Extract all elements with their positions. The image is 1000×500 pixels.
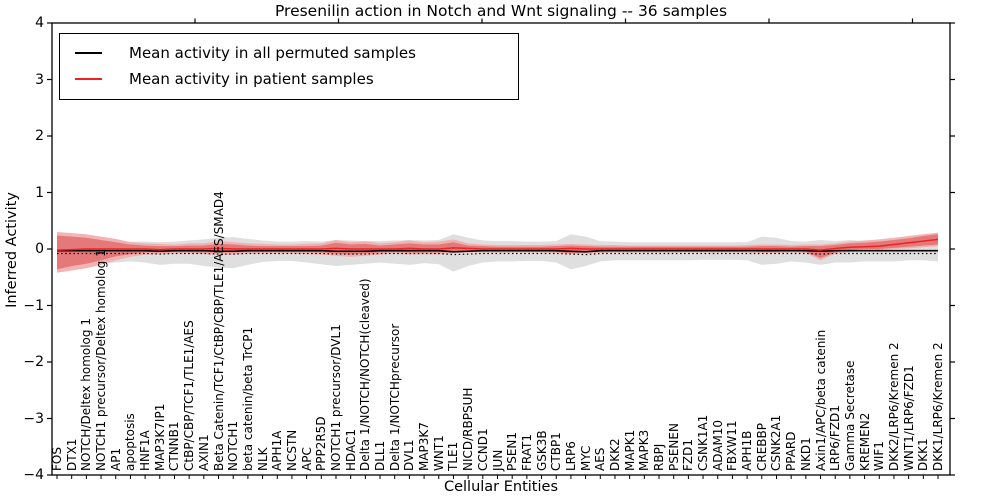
x-tick-label: DTX1 bbox=[64, 438, 79, 471]
x-tick-label: Axin1/APC/beta catenin bbox=[813, 329, 828, 471]
x-tick-label: DVL1 bbox=[402, 439, 417, 471]
x-axis-label: Cellular Entities bbox=[443, 479, 559, 495]
x-tick-label: NOTCH1 precursor/DVL1 bbox=[328, 324, 343, 471]
x-tick-label: DKK1/LRP6/Kremen 2 bbox=[931, 342, 945, 471]
x-tick-label: DKK2 bbox=[607, 438, 622, 471]
x-tick-label: PPP2R5D bbox=[314, 416, 329, 471]
x-tick-label: APC bbox=[299, 447, 314, 471]
band-patient-samples-range-outer bbox=[57, 232, 938, 273]
x-tick-label: Delta 1/NOTCHprecursor bbox=[387, 323, 402, 471]
legend: Mean activity in all permuted samples Me… bbox=[59, 33, 519, 100]
x-tick-label: WIF1 bbox=[872, 441, 887, 471]
y-tick-label: −2 bbox=[23, 354, 44, 370]
x-tick-label: AP1 bbox=[108, 447, 123, 471]
x-tick-label: DKK2/LRP6/Kremen 2 bbox=[886, 342, 901, 471]
y-tick-label: 2 bbox=[35, 128, 44, 144]
x-tick-label: HNF1A bbox=[138, 430, 153, 471]
y-tick-label: 0 bbox=[35, 241, 44, 257]
patient-line-swatch bbox=[75, 78, 102, 80]
y-tick-label: −4 bbox=[23, 467, 44, 483]
x-tick-label: CSNK2A1 bbox=[769, 414, 784, 471]
x-tick-label: PSEN1 bbox=[505, 431, 520, 471]
x-tick-label: APH1A bbox=[270, 430, 285, 471]
permuted-line-swatch bbox=[75, 52, 102, 54]
x-tick-label: WNT1 bbox=[431, 435, 446, 471]
x-tick-label: KREMEN2 bbox=[857, 412, 872, 471]
x-tick-label: TLE1 bbox=[446, 441, 461, 471]
x-tick-label: ADAM10 bbox=[710, 419, 725, 471]
x-tick-label: JUN bbox=[490, 449, 505, 471]
x-tick-label: NOTCH1 bbox=[226, 420, 241, 471]
x-tick-label: MAP3K7IP1 bbox=[152, 403, 167, 471]
line-permuted-marks bbox=[57, 252, 938, 256]
x-tick-label: MAP3K7 bbox=[417, 422, 432, 471]
y-tick-label: −1 bbox=[23, 297, 44, 314]
x-tick-label: CREBBP bbox=[754, 423, 769, 471]
x-tick-label: Beta Catenin/TCF1/CtBP/CBP/TLE1/AES/SMAD… bbox=[211, 191, 226, 471]
x-tick-label: WNT1/LRP6/FZD1 bbox=[901, 365, 916, 471]
x-tick-label: LRP6/FZD1 bbox=[828, 405, 843, 471]
x-tick-label: LRP6 bbox=[563, 441, 578, 471]
x-tick-label: Delta 1/NOTCH/NOTCH(cleaved) bbox=[358, 278, 373, 471]
x-tick-label: CTNNB1 bbox=[167, 421, 182, 471]
x-tick-label: CTBP1 bbox=[549, 432, 564, 471]
x-tick-label: PSENEN bbox=[666, 423, 681, 471]
line-permuted-mean bbox=[57, 249, 938, 253]
x-tick-label: NLK bbox=[255, 447, 270, 471]
x-tick-label: NCSTN bbox=[284, 429, 299, 471]
x-tick-label: RBPJ bbox=[652, 443, 667, 471]
x-tick-label: GSK3B bbox=[534, 430, 549, 471]
x-tick-label: MAPK1 bbox=[622, 429, 637, 471]
legend-label-patient: Mean activity in patient samples bbox=[129, 70, 374, 88]
x-tick-label: Gamma Secretase bbox=[842, 360, 857, 471]
band-permuted-samples-range bbox=[57, 234, 938, 272]
x-tick-label: FOS bbox=[50, 447, 64, 471]
x-tick-label: beta catenin/beta TrCP1 bbox=[240, 326, 255, 471]
x-tick-label: APH1B bbox=[740, 430, 755, 471]
y-tick-label: 4 bbox=[35, 15, 44, 31]
x-tick-label: FZD1 bbox=[681, 439, 696, 471]
chart-title: Presenilin action in Notch and Wnt signa… bbox=[274, 2, 728, 20]
x-tick-label: NICD/RBPSUH bbox=[461, 387, 476, 471]
x-tick-label: HDAC1 bbox=[343, 428, 358, 471]
x-tick-label: MAPK3 bbox=[637, 429, 652, 471]
x-tick-label: NOTCH1 precursor/Deltex homolog 1 bbox=[94, 249, 109, 471]
x-tick-label: NOTCH/Deltex homolog 1 bbox=[79, 318, 94, 471]
x-tick-label: AES bbox=[593, 447, 608, 471]
x-tick-label: CSNK1A1 bbox=[696, 414, 711, 471]
x-tick-label: apoptosis bbox=[123, 413, 138, 471]
legend-label-permuted: Mean activity in all permuted samples bbox=[129, 44, 416, 62]
y-tick-label: 3 bbox=[35, 71, 44, 88]
x-tick-label: CtBP/CBP/TCF1/TLE1/AES bbox=[182, 320, 197, 471]
legend-entry-patient: Mean activity in patient samples bbox=[60, 66, 518, 92]
legend-entry-permuted: Mean activity in all permuted samples bbox=[60, 40, 518, 66]
x-tick-label: DKK1 bbox=[916, 438, 931, 471]
line-patient-mean bbox=[56, 238, 939, 251]
x-tick-label: MYC bbox=[578, 445, 593, 471]
x-tick-label: FBXW11 bbox=[725, 420, 740, 472]
x-tick-label: PPARD bbox=[784, 431, 799, 472]
x-tick-label: NKD1 bbox=[798, 437, 813, 471]
x-tick-label: CCND1 bbox=[475, 428, 490, 471]
y-tick-label: 1 bbox=[35, 184, 44, 201]
x-tick-label: FRAT1 bbox=[519, 434, 534, 471]
x-tick-label: DLL1 bbox=[373, 440, 388, 471]
y-tick-label: −3 bbox=[23, 410, 44, 427]
x-tick-label: AXIN1 bbox=[196, 434, 211, 471]
